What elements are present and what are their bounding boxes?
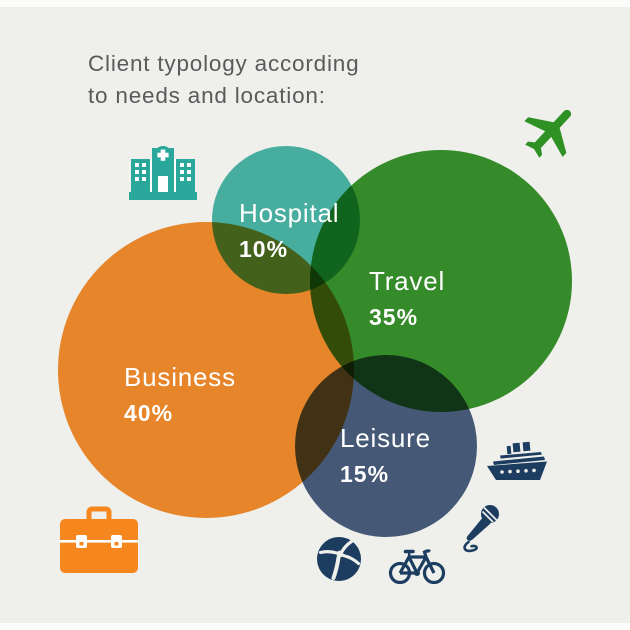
travel-label: Travel [369, 266, 446, 296]
airplane-icon [505, 85, 598, 178]
bubble-hospital [212, 146, 360, 294]
leisure-label: Leisure [340, 423, 431, 453]
cruise-ship-icon [485, 430, 549, 482]
business-percent: 40% [124, 400, 174, 426]
hospital-label: Hospital [239, 198, 340, 228]
bottom-margin-strip [0, 623, 630, 630]
bubble-leisure [295, 355, 477, 537]
hospital-percent: 10% [239, 236, 289, 262]
hospital-building-icon [127, 142, 199, 204]
page-title: Client typology according to needs and l… [88, 48, 359, 111]
title-line-2: to needs and location: [88, 82, 326, 108]
bicycle-icon [388, 539, 446, 587]
bubble-label-business: Business 40% [124, 362, 236, 427]
microphone-icon [457, 501, 503, 553]
title-line-1: Client typology according [88, 51, 360, 76]
bubble-label-hospital: Hospital 10% [239, 198, 339, 263]
business-label: Business [124, 362, 236, 392]
bubble-label-leisure: Leisure 15% [340, 423, 431, 488]
top-margin-strip [0, 0, 630, 7]
beach-ball-icon [316, 536, 362, 582]
leisure-percent: 15% [340, 461, 390, 487]
briefcase-icon [57, 502, 141, 578]
bubble-label-travel: Travel 35% [369, 266, 445, 331]
travel-percent: 35% [369, 304, 419, 330]
